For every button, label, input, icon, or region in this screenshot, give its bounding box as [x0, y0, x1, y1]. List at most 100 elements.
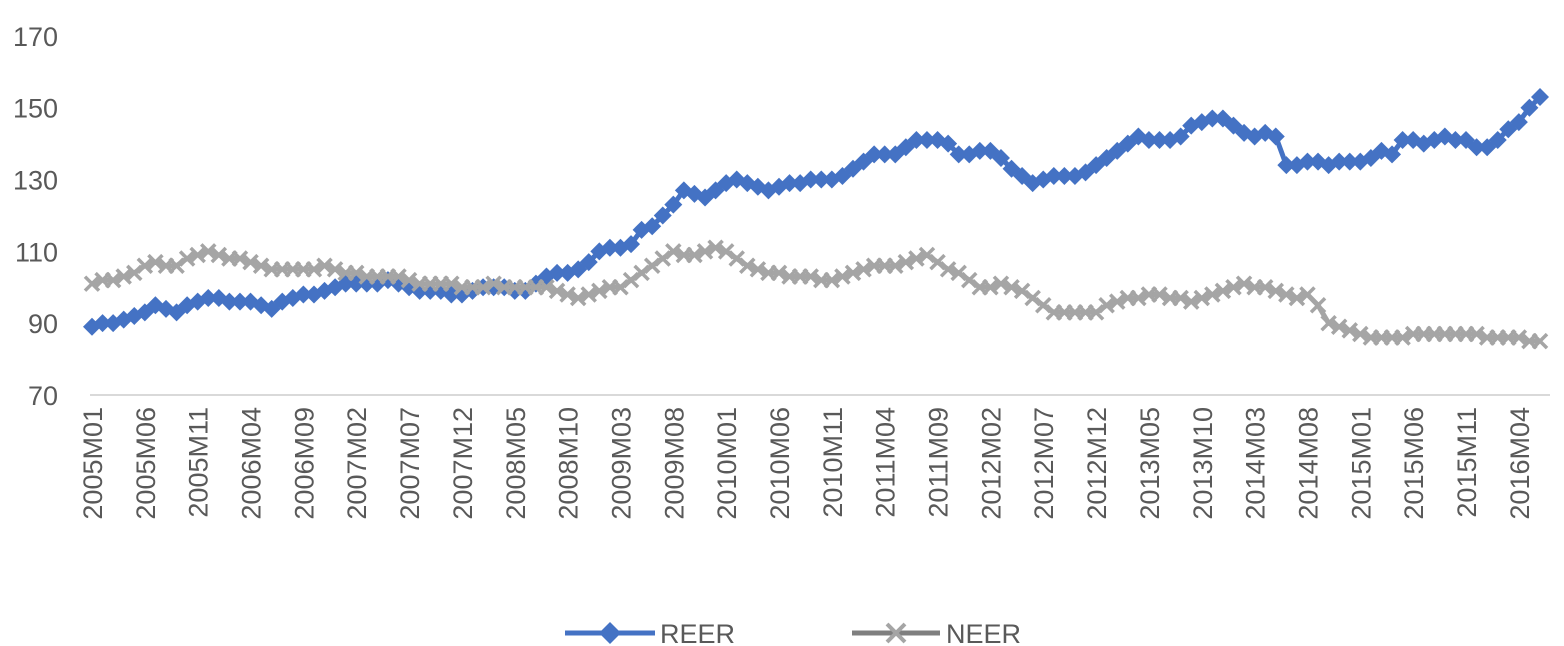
data-point	[686, 246, 703, 264]
data-point	[770, 264, 788, 282]
data-point	[1467, 138, 1486, 157]
x-tick-label: 2005M11	[184, 407, 214, 518]
data-point	[443, 275, 460, 292]
data-point	[728, 250, 745, 267]
data-point	[474, 279, 492, 296]
data-point	[1320, 314, 1337, 332]
data-point	[1130, 289, 1147, 307]
data-point	[93, 314, 112, 333]
data-point	[591, 282, 608, 300]
data-point	[907, 131, 926, 150]
data-point	[231, 250, 249, 267]
data-point	[802, 268, 819, 285]
data-point	[929, 253, 946, 271]
data-point	[1393, 131, 1412, 150]
data-point	[1035, 296, 1052, 314]
x-tick-label: 2015M01	[1346, 407, 1376, 520]
data-point	[939, 134, 958, 153]
data-point	[982, 279, 999, 296]
x-tick-label: 2016M04	[1505, 407, 1535, 520]
data-point	[1531, 87, 1549, 106]
x-tick-label: 2007M12	[448, 407, 478, 520]
data-point	[220, 292, 239, 311]
y-axis-ticks: 70 90 110 130 150 170	[13, 22, 58, 411]
data-point	[749, 261, 767, 278]
data-point	[1151, 286, 1168, 303]
series-layer	[83, 87, 1549, 350]
x-tick-label: 2012M07	[1029, 407, 1059, 520]
data-point	[178, 250, 196, 267]
data-point	[622, 271, 640, 289]
data-point	[643, 217, 662, 236]
data-point	[559, 286, 576, 303]
data-point	[305, 261, 323, 278]
x-tick-label: 2006M04	[237, 407, 267, 520]
x-tick-label: 2006M09	[289, 407, 319, 520]
data-point	[1520, 98, 1539, 117]
data-point	[1277, 156, 1296, 175]
data-point	[1468, 325, 1485, 343]
data-point	[569, 289, 587, 307]
data-point	[1235, 275, 1253, 292]
y-tick-label: 110	[15, 237, 58, 267]
data-point	[665, 243, 682, 260]
data-point	[230, 292, 249, 311]
data-point	[1488, 131, 1507, 150]
legend-marker	[599, 622, 621, 644]
data-point	[961, 271, 978, 289]
data-point	[1044, 166, 1063, 185]
data-point	[865, 145, 884, 164]
x-tick-label: 2011M04	[871, 407, 901, 518]
y-tick-label: 130	[13, 166, 58, 196]
data-point	[970, 141, 989, 160]
data-point	[1150, 131, 1169, 150]
data-point	[1352, 325, 1369, 343]
data-point	[548, 282, 566, 300]
data-point	[126, 264, 143, 282]
data-point	[1266, 127, 1285, 146]
data-point	[1182, 293, 1200, 310]
data-point	[780, 174, 799, 193]
data-point	[1341, 322, 1358, 339]
data-point	[696, 243, 714, 260]
data-point	[485, 275, 502, 292]
data-point	[1171, 127, 1190, 146]
x-tick-label: 2014M03	[1241, 407, 1271, 520]
data-point	[875, 145, 894, 164]
data-point	[242, 253, 259, 271]
data-point	[1003, 279, 1020, 296]
x-tick-label: 2008M10	[554, 407, 584, 520]
data-point	[189, 246, 206, 264]
data-point	[908, 250, 925, 267]
data-point	[707, 239, 724, 257]
data-point	[1383, 145, 1402, 164]
data-point	[136, 257, 154, 274]
data-point	[390, 268, 407, 285]
data-point	[1330, 152, 1349, 171]
data-point	[316, 257, 333, 274]
data-point	[294, 285, 313, 304]
data-point	[1024, 289, 1041, 307]
x-tick-label: 2007M02	[342, 407, 372, 520]
x-tick-label: 2015M11	[1452, 407, 1482, 518]
data-point	[1172, 289, 1189, 307]
data-point	[1108, 293, 1126, 310]
y-tick-label: 150	[13, 94, 58, 124]
data-point	[1278, 286, 1295, 303]
data-point	[1267, 282, 1285, 300]
legend: REER NEER	[565, 619, 1021, 646]
data-point	[823, 271, 841, 289]
data-point	[115, 268, 132, 285]
data-point	[1214, 282, 1232, 300]
data-point	[1340, 152, 1359, 171]
data-point	[347, 264, 365, 282]
y-tick-label: 90	[28, 309, 58, 339]
x-tick-label: 2010M06	[765, 407, 795, 520]
data-point	[991, 149, 1010, 167]
x-tick-label: 2012M12	[1082, 407, 1112, 520]
legend-marker	[885, 622, 907, 644]
data-point	[548, 263, 567, 282]
data-point	[1087, 304, 1105, 321]
data-point	[992, 275, 1010, 292]
